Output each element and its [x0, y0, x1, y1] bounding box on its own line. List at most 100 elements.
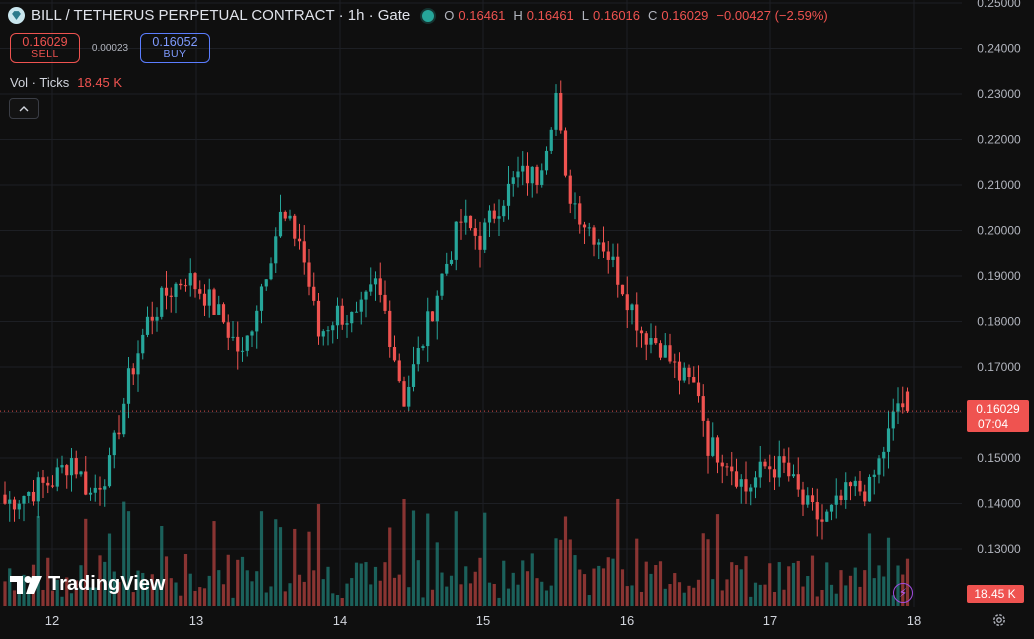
volume-bar	[749, 596, 753, 606]
candle-body	[383, 294, 387, 311]
candle-body	[611, 256, 615, 260]
volume-bar	[844, 585, 848, 606]
candle-body	[50, 485, 55, 487]
volume-bar	[421, 597, 425, 606]
volume-bar	[136, 570, 140, 606]
collapse-legend-button[interactable]	[9, 98, 39, 119]
candle-body	[41, 477, 45, 483]
volume-bar	[715, 514, 720, 606]
price-tick-label: 0.19000	[977, 269, 1021, 283]
volume-bar	[882, 576, 886, 606]
candle-body	[791, 474, 796, 477]
candle-body	[345, 323, 349, 325]
volume-bar	[388, 527, 392, 606]
candle-body	[255, 310, 259, 332]
candle-body	[145, 316, 150, 335]
candle-body	[905, 391, 910, 412]
volume-bar	[772, 591, 777, 606]
volume-bar	[41, 589, 45, 606]
volume-bar	[117, 582, 121, 606]
candle-body	[582, 224, 587, 228]
candle-body	[449, 259, 454, 264]
volume-bar	[706, 539, 710, 606]
candle-body	[687, 367, 691, 378]
candle-body	[155, 316, 159, 321]
volume-legend-value: 18.45 K	[77, 75, 123, 90]
volume-legend[interactable]: Vol · Ticks 18.45 K	[10, 75, 122, 90]
volume-bar	[758, 584, 762, 606]
candle-body	[307, 262, 311, 287]
candle-body	[141, 334, 145, 354]
volume-bar	[511, 572, 515, 606]
candle-body	[701, 396, 705, 421]
volume-bar	[383, 562, 387, 606]
candle-body	[649, 338, 653, 345]
price-axis[interactable]: 0.25000 0.24000 0.23000 0.22000 0.21000 0.200…	[977, 0, 1021, 556]
volume-bar	[98, 555, 102, 606]
volume-bar	[677, 582, 682, 606]
volume-bar	[725, 579, 729, 606]
candle-body	[720, 462, 724, 467]
candle-body	[8, 499, 12, 504]
sell-price: 0.16029	[22, 34, 68, 49]
symbol-legend[interactable]: BILL / TETHERUS PERPETUAL CONTRACT · 1h …	[8, 7, 832, 24]
volume-bar	[744, 556, 748, 606]
candle-body	[844, 482, 848, 500]
volume-bar	[525, 571, 530, 606]
gear-icon[interactable]	[990, 611, 1008, 629]
candle-body	[867, 476, 872, 502]
volume-bar	[397, 574, 401, 606]
volume-bar	[60, 596, 64, 606]
candle-body	[815, 502, 819, 520]
volume-bar	[535, 578, 539, 606]
volume-bar	[829, 584, 834, 606]
candle-body	[269, 263, 273, 280]
time-axis[interactable]: 12 13 14 15 16 17 18	[45, 613, 921, 628]
symbol-title[interactable]: BILL / TETHERUS PERPETUAL CONTRACT · 1h …	[31, 7, 411, 24]
time-tick-label: 16	[620, 613, 634, 628]
candle-body	[331, 325, 335, 331]
volume-bar	[502, 560, 506, 606]
candle-body	[725, 466, 729, 468]
volume-bar	[411, 510, 416, 606]
volume-bar	[288, 583, 292, 606]
buy-price: 0.16052	[152, 34, 198, 49]
candle-body	[221, 304, 226, 323]
candle-body	[430, 311, 435, 322]
time-tick-label: 17	[763, 613, 777, 628]
candle-body	[901, 403, 905, 408]
candle-body	[421, 346, 425, 349]
volume-bar	[445, 586, 449, 606]
volume-bar	[250, 581, 254, 606]
candle-body	[521, 165, 525, 172]
candle-body	[440, 273, 444, 296]
volume-bar	[221, 584, 226, 606]
sell-button[interactable]: 0.16029 SELL	[10, 33, 80, 63]
volume-bar	[297, 574, 302, 606]
buy-button[interactable]: 0.16052 BUY	[140, 33, 210, 63]
volume-bar	[530, 553, 534, 606]
time-tick-label: 14	[333, 613, 347, 628]
candlesticks	[3, 80, 910, 540]
volume-bar	[240, 556, 245, 606]
volume-bar	[573, 555, 577, 606]
candle-body	[126, 368, 131, 404]
volume-bar	[554, 538, 558, 606]
volume-bar	[549, 585, 553, 606]
volume-bar	[630, 585, 634, 606]
volume-bar	[212, 521, 216, 606]
volume-bar	[217, 570, 221, 606]
candle-body	[93, 487, 97, 493]
volume-bar	[369, 584, 373, 606]
candle-body	[625, 294, 629, 311]
candle-body	[620, 284, 625, 295]
candle-body	[107, 455, 112, 487]
candle-body	[416, 348, 420, 365]
volume-bar	[506, 588, 511, 606]
volume-bar	[112, 571, 116, 606]
price-tick-label: 0.14000	[977, 497, 1021, 511]
price-tick-label: 0.23000	[977, 87, 1021, 101]
volume-bar	[340, 597, 344, 606]
lightning-icon[interactable]: ⚡	[893, 583, 913, 603]
